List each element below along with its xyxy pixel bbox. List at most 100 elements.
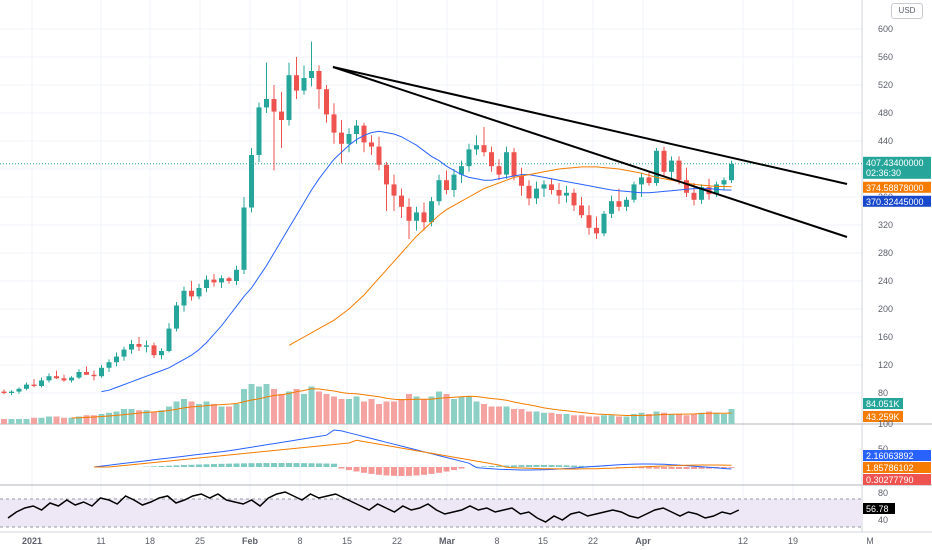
signal-value: 1.85786102 (866, 463, 914, 473)
candle-body (76, 372, 82, 378)
volume-bar (8, 419, 15, 424)
macd-histogram-bar (323, 463, 330, 467)
price-axis[interactable]: 6005605204804404003603202802402001601208… (863, 24, 931, 525)
volume-bar (203, 401, 210, 424)
volume-bar (556, 414, 562, 424)
volume-bar (301, 394, 307, 424)
volume-bar (706, 411, 712, 424)
last-price-label: 407.43400000 (866, 158, 924, 168)
volume-bar (383, 401, 390, 424)
candle-body (444, 180, 449, 190)
candle-body (189, 290, 194, 297)
macd-histogram-bar (331, 463, 337, 467)
candle-body (594, 227, 599, 234)
macd-histogram-bar (698, 467, 705, 469)
price-tick-label: 200 (878, 304, 893, 314)
macd-histogram-bar (271, 463, 277, 467)
time-tick-label: 8 (297, 536, 302, 546)
volume-bar (406, 394, 412, 424)
candle-body (691, 192, 697, 200)
candle-body (136, 344, 142, 347)
volume-bar (413, 396, 420, 424)
volume-bar (713, 412, 720, 424)
macd-histogram-bar (436, 467, 442, 473)
candle-body (391, 184, 397, 196)
candle-body (16, 388, 22, 392)
volume-bar (548, 412, 555, 424)
candle-body (46, 376, 52, 381)
price-tick-label: 440 (878, 136, 893, 146)
macd-histogram-bar (188, 464, 195, 467)
macd-histogram-bar (361, 467, 367, 473)
time-axis[interactable]: 2021 11 18 25 Feb 8 15 22 Mar 8 15 22 Apr 12 19 M (22, 536, 874, 546)
volume-bar (181, 399, 187, 424)
volume-bar (248, 384, 255, 424)
volume-bar (211, 404, 217, 424)
volume-bar (616, 416, 622, 424)
candle-body (414, 212, 419, 221)
volume-bar (391, 401, 397, 424)
macd-histogram-bar (316, 463, 322, 467)
time-tick-label: 15 (538, 536, 548, 546)
volume-bar (173, 401, 180, 424)
candle-body (511, 152, 517, 176)
candle-body (129, 344, 134, 350)
candle-body (496, 166, 502, 175)
time-tick-label: 18 (145, 536, 155, 546)
price-tick-label: 120 (878, 360, 893, 370)
grid (0, 0, 932, 533)
candle-body (249, 155, 254, 208)
macd-histogram-bar (368, 467, 375, 474)
countdown-label: 02:36:30 (866, 168, 901, 178)
volume-bar (698, 412, 705, 424)
macd-histogram-bar (406, 467, 412, 476)
macd-tick-label: 50 (878, 444, 888, 454)
candle-body (549, 184, 554, 190)
macd-histogram-bar (308, 463, 315, 467)
candle-body (661, 150, 667, 172)
volume-bar (691, 414, 697, 424)
volume-bar (256, 386, 262, 424)
candle-body (564, 192, 569, 196)
macd-histogram-bar (413, 467, 420, 476)
time-tick-label: 15 (342, 536, 352, 546)
candle-body (9, 391, 14, 393)
candle-body (301, 78, 307, 91)
rsi-tag (863, 503, 895, 514)
volume-bar (31, 417, 37, 424)
macd-histogram-bar (451, 467, 457, 471)
ma-short-line (101, 130, 732, 393)
macd-histogram-bar (503, 465, 510, 467)
volume-bar (443, 394, 450, 424)
candle-body (654, 150, 659, 183)
volume-bar (421, 399, 427, 424)
time-tick-label: Feb (242, 536, 259, 546)
candle-body (361, 125, 367, 143)
candle-body (204, 279, 209, 288)
volume-bar (586, 416, 592, 424)
volume-bars (1, 384, 735, 424)
candle-body (579, 205, 584, 216)
volume-bar (638, 412, 645, 424)
candle-body (286, 75, 292, 120)
macd-histogram-bar (398, 467, 405, 476)
macd-pane (93, 429, 735, 476)
candle-body (504, 152, 509, 175)
volume-bar (196, 404, 202, 424)
volume-bar (121, 409, 127, 424)
volume-bar (23, 419, 30, 424)
macd-histogram-bar (166, 465, 172, 467)
macd-histogram-bar (571, 465, 577, 467)
volume-bar (376, 404, 382, 424)
candle-body (241, 207, 247, 270)
macd-histogram-bar (353, 467, 360, 472)
volume-bar (593, 416, 600, 424)
macd-histogram-bar (241, 463, 247, 467)
rsi-tick-label: 80 (878, 488, 888, 498)
candle-body (54, 376, 59, 379)
macd-histogram-bar (706, 467, 712, 469)
macd-histogram-bar (391, 467, 397, 476)
macd-histogram-bar (668, 467, 675, 469)
currency-badge[interactable]: USD (891, 3, 923, 19)
